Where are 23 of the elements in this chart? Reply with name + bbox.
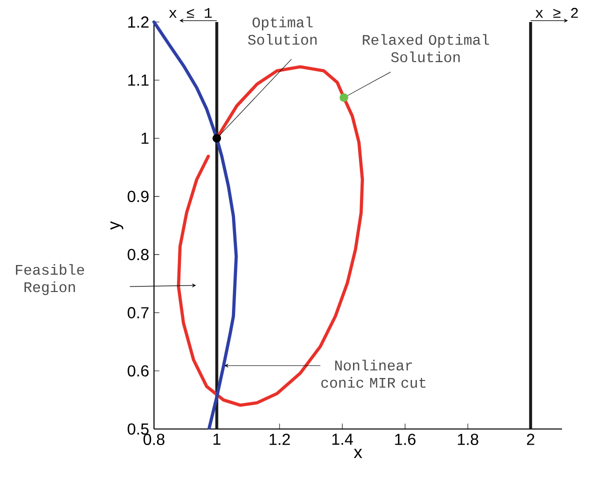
annotation: Optimal Solution — [248, 16, 317, 45]
y-axis-title: y — [110, 221, 124, 230]
x-tick-label: 1.6 — [395, 434, 416, 446]
annotation: Relaxed Optimal Solution — [362, 34, 490, 62]
x-tick-label: 1 — [214, 434, 220, 445]
ref-line-label: x ≥ 2 — [536, 8, 578, 18]
y-tick-label: 0.8 — [128, 248, 149, 260]
annotation: Nonlinear conic MIR cut — [321, 360, 426, 388]
x-tick-label: 1.4 — [332, 434, 353, 445]
y-tick-label: 1.2 — [128, 16, 148, 28]
text: Feasible Region — [16, 264, 84, 296]
x-tick-label: 0.8 — [144, 434, 164, 446]
x-tick-label: 1.2 — [270, 434, 290, 445]
y-tick-label: 1 — [142, 132, 149, 144]
y-tick-label: 0.5 — [128, 423, 149, 435]
y-tick-label: 0.6 — [128, 365, 149, 377]
x-tick-label: 1.8 — [458, 434, 478, 446]
x-tick-label: 2 — [526, 434, 534, 445]
y-tick-label: 0.7 — [128, 307, 148, 318]
y-tick-label: 1.1 — [128, 74, 149, 86]
y-tick-label: 0.9 — [128, 190, 149, 202]
x-axis-title: x — [354, 448, 362, 458]
ref-line-label: x ≤ 1 — [169, 8, 212, 18]
